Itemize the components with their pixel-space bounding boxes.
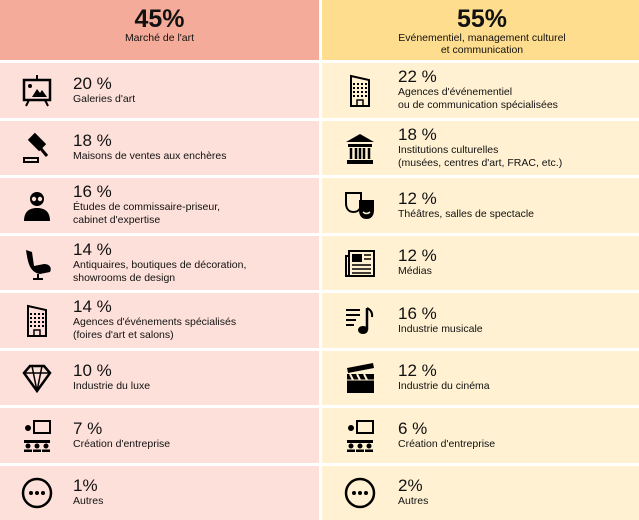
art-market-header: 45% Marché de l'art — [0, 0, 319, 60]
category-label: Industrie du cinéma — [398, 380, 490, 393]
category-label: Industrie musicale — [398, 323, 483, 336]
category-row: 14 % Antiquaires, boutiques de décoratio… — [0, 236, 319, 291]
events-column: 55% Evénementiel, management culturel et… — [322, 0, 639, 520]
category-label: Antiquaires, boutiques de décoration, sh… — [73, 259, 246, 285]
category-label: Agences d'événementiel ou de communicati… — [398, 86, 558, 112]
more-icon — [322, 476, 398, 510]
presentation-icon — [0, 418, 73, 452]
category-percent: 20 % — [73, 75, 135, 93]
category-percent: 14 % — [73, 298, 236, 316]
category-label: Agences d'événements spécialisés (foires… — [73, 316, 236, 342]
header-percent: 55% — [322, 6, 639, 32]
events-header: 55% Evénementiel, management culturel et… — [322, 0, 639, 60]
header-percent: 45% — [0, 6, 319, 32]
category-row: 12 % Médias — [322, 236, 639, 291]
category-label: Maisons de ventes aux enchères — [73, 150, 227, 163]
category-row: 12 % Industrie du cinéma — [322, 351, 639, 406]
category-percent: 18 % — [398, 126, 562, 144]
category-row: 18 % Institutions culturelles (musées, c… — [322, 121, 639, 176]
chair-icon — [0, 246, 73, 280]
category-percent: 12 % — [398, 362, 490, 380]
gavel-icon — [0, 131, 73, 165]
category-label: Galeries d'art — [73, 93, 135, 106]
category-row: 2% Autres — [322, 466, 639, 520]
category-percent: 14 % — [73, 241, 246, 259]
category-label: Création d'entreprise — [398, 438, 495, 451]
category-row: 22 % Agences d'événementiel ou de commun… — [322, 63, 639, 118]
music-icon — [322, 303, 398, 337]
presentation-icon — [322, 418, 398, 452]
category-percent: 16 % — [73, 183, 220, 201]
category-row: 14 % Agences d'événements spécialisés (f… — [0, 293, 319, 348]
category-row: 6 % Création d'entreprise — [322, 408, 639, 463]
category-percent: 12 % — [398, 190, 534, 208]
more-icon — [0, 476, 73, 510]
museum-icon — [322, 131, 398, 165]
category-row: 16 % Industrie musicale — [322, 293, 639, 348]
category-label: Autres — [73, 495, 103, 508]
newspaper-icon — [322, 246, 398, 280]
building-icon — [0, 303, 73, 337]
category-label: Théâtres, salles de spectacle — [398, 208, 534, 221]
category-percent: 22 % — [398, 68, 558, 86]
category-percent: 1% — [73, 477, 103, 495]
category-percent: 18 % — [73, 132, 227, 150]
category-percent: 10 % — [73, 362, 150, 380]
category-label: Institutions culturelles (musées, centre… — [398, 144, 562, 170]
diamond-icon — [0, 361, 73, 395]
category-label: Études de commissaire-priseur, cabinet d… — [73, 201, 220, 227]
category-percent: 2% — [398, 477, 428, 495]
category-label: Autres — [398, 495, 428, 508]
category-percent: 6 % — [398, 420, 495, 438]
category-row: 20 % Galeries d'art — [0, 63, 319, 118]
category-label: Création d'entreprise — [73, 438, 170, 451]
category-label: Médias — [398, 265, 437, 278]
category-row: 7 % Création d'entreprise — [0, 408, 319, 463]
category-row: 18 % Maisons de ventes aux enchères — [0, 121, 319, 176]
easel-icon — [0, 73, 73, 107]
building-icon — [322, 73, 398, 107]
theater-masks-icon — [322, 188, 398, 222]
category-row: 16 % Études de commissaire-priseur, cabi… — [0, 178, 319, 233]
category-label: Industrie du luxe — [73, 380, 150, 393]
person-icon — [0, 188, 73, 222]
category-percent: 7 % — [73, 420, 170, 438]
category-percent: 16 % — [398, 305, 483, 323]
category-row: 12 % Théâtres, salles de spectacle — [322, 178, 639, 233]
clapperboard-icon — [322, 361, 398, 395]
header-title: Evénementiel, management culturel et com… — [322, 32, 639, 56]
art-market-column: 45% Marché de l'art 20 % Galeries d'art … — [0, 0, 319, 520]
category-row: 10 % Industrie du luxe — [0, 351, 319, 406]
category-row: 1% Autres — [0, 466, 319, 520]
category-percent: 12 % — [398, 247, 437, 265]
header-title: Marché de l'art — [0, 32, 319, 44]
